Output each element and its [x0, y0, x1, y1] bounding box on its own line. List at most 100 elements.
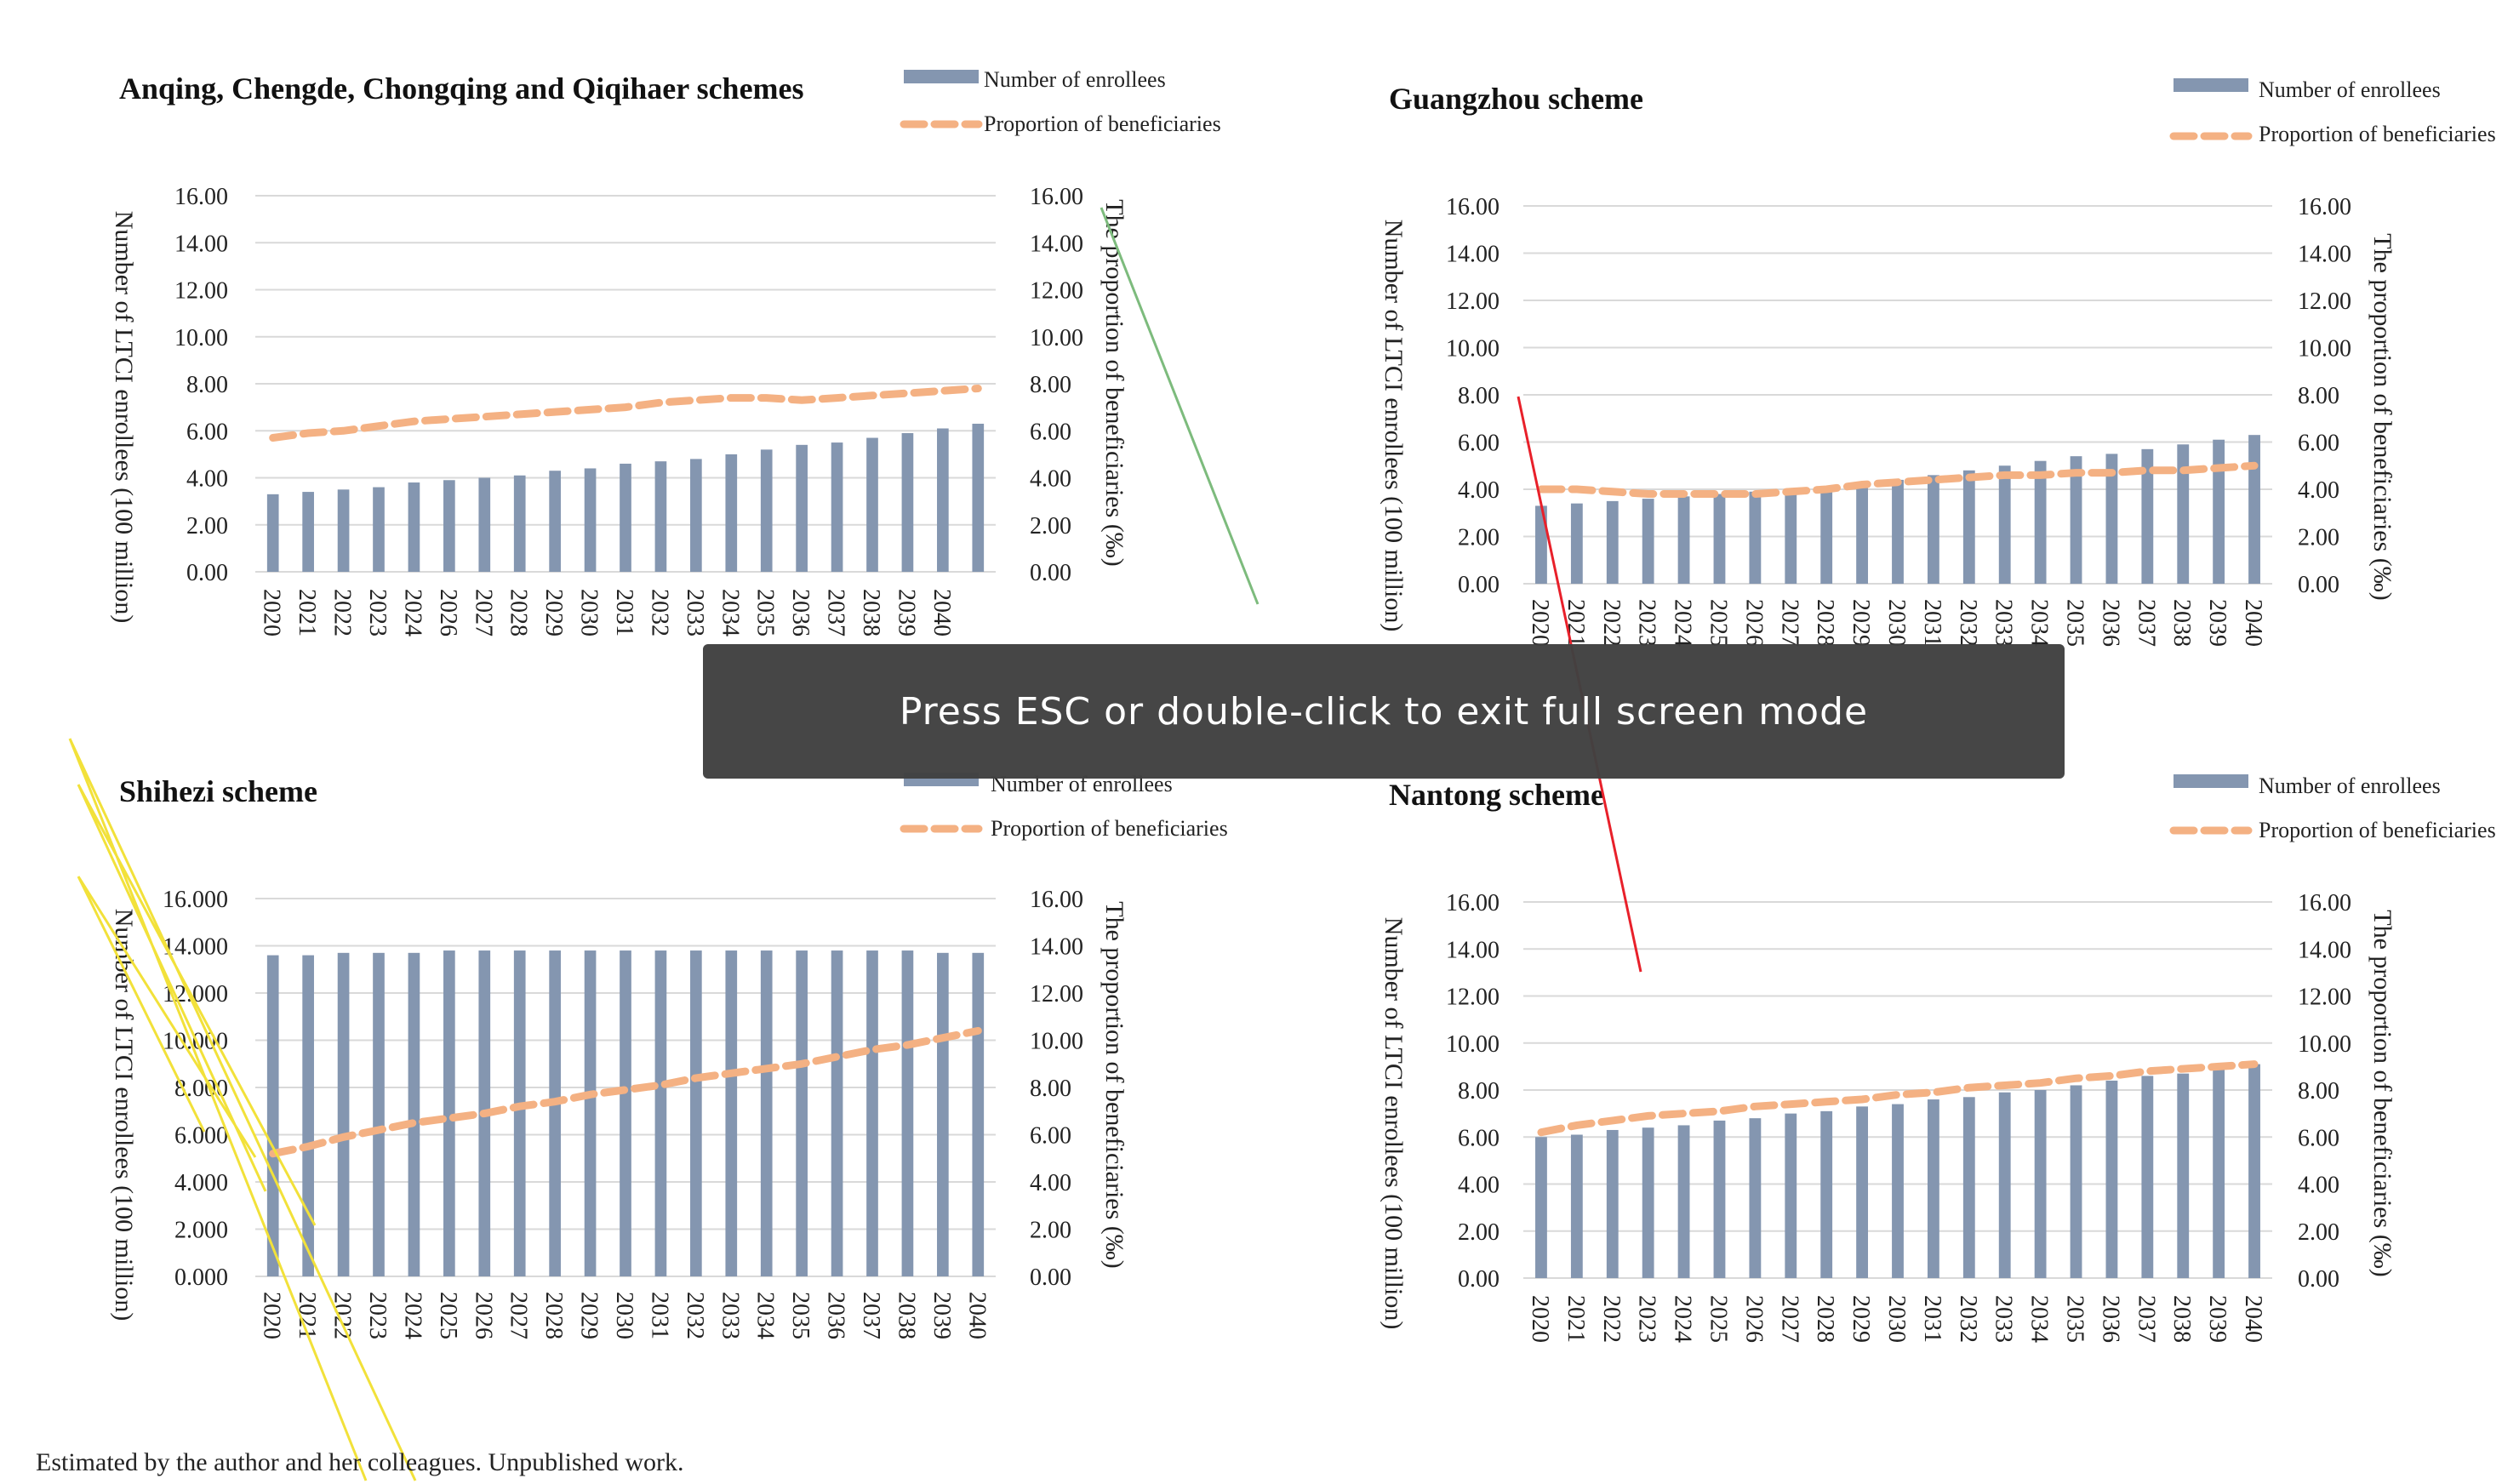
y-tick-label: 10.00 — [174, 325, 228, 351]
y-tick-label: 10.00 — [1446, 1031, 1499, 1058]
x-tick-label: 2037 — [858, 1292, 884, 1339]
enrollees-bar — [2141, 1076, 2154, 1278]
y-tick-label: 14.00 — [174, 231, 228, 257]
beneficiaries-line — [1537, 461, 2259, 498]
x-tick-label: 2033 — [1991, 1295, 2017, 1343]
y2-tick-label: 6.00 — [1030, 419, 1071, 445]
enrollees-bar — [2248, 1064, 2260, 1278]
x-tick-label: 2040 — [2240, 599, 2266, 647]
enrollees-bar — [2105, 1080, 2118, 1278]
enrollees-bar — [337, 489, 350, 572]
y2-tick-label: 8.00 — [2298, 383, 2339, 409]
y2-tick-label: 4.00 — [2298, 1173, 2339, 1199]
enrollees-bar — [478, 477, 491, 572]
enrollees-bar — [1642, 499, 1654, 584]
legend-bar-label: Number of enrollees — [2259, 77, 2441, 102]
y2-tick-label: 8.00 — [1030, 1076, 1071, 1102]
enrollees-bar — [584, 468, 597, 572]
enrollees-bar — [408, 482, 420, 572]
y2-tick-label: 0.00 — [2298, 1266, 2339, 1293]
x-tick-label: 2040 — [2240, 1295, 2266, 1343]
x-tick-label: 2020 — [259, 589, 285, 636]
enrollees-bar — [2105, 454, 2118, 584]
enrollees-bar — [1998, 1092, 2011, 1278]
enrollees-bar — [1606, 1129, 1619, 1278]
x-tick-label: 2033 — [717, 1292, 743, 1339]
enrollees-bar — [373, 952, 385, 1276]
enrollees-bar — [2213, 439, 2225, 584]
enrollees-bar — [1820, 1110, 1833, 1278]
y-tick-label: 6.00 — [1458, 1125, 1499, 1151]
enrollees-bar — [1856, 1106, 1869, 1278]
enrollees-bar — [1962, 470, 1975, 584]
y2-tick-label: 4.00 — [2298, 477, 2339, 504]
x-tick-label: 2022 — [1598, 599, 1625, 647]
y2-tick-label: 2.00 — [2298, 525, 2339, 551]
x-tick-label: 2035 — [752, 589, 779, 636]
enrollees-bar — [937, 952, 949, 1276]
y-tick-label: 4.00 — [1458, 477, 1499, 504]
x-tick-label: 2029 — [540, 589, 567, 636]
x-tick-label: 2025 — [1705, 1295, 1731, 1343]
x-tick-label: 2020 — [259, 1292, 285, 1339]
enrollees-bar — [901, 433, 914, 572]
x-tick-label: 2026 — [1740, 1295, 1767, 1343]
y2-tick-label: 6.00 — [2298, 431, 2339, 457]
y2-tick-label: 10.00 — [2298, 336, 2351, 362]
enrollees-bar — [549, 950, 561, 1276]
y-axis-title: Number of LTCI enrollees (100 million) — [110, 909, 138, 1321]
y-tick-label: 6.00 — [1458, 431, 1499, 457]
x-tick-label: 2021 — [294, 589, 320, 636]
x-tick-label: 2038 — [2168, 1295, 2195, 1343]
enrollees-bar — [2213, 1069, 2225, 1278]
y-tick-label: 0.00 — [1458, 572, 1499, 598]
enrollees-bar — [1962, 1097, 1975, 1278]
enrollees-bar — [373, 487, 385, 572]
y-tick-label: 6.00 — [186, 419, 228, 445]
x-tick-label: 2039 — [2204, 599, 2231, 647]
enrollees-bar — [2034, 1090, 2047, 1278]
y-tick-label: 16.00 — [174, 184, 228, 210]
annotation-strokes — [68, 207, 1642, 1481]
enrollees-bar — [1856, 482, 1869, 584]
y2-tick-label: 0.00 — [2298, 572, 2339, 598]
chart-title: Nantong scheme — [1389, 778, 1604, 812]
y2-tick-label: 16.00 — [1030, 887, 1083, 913]
y2-axis-title: The proportion of beneficiaries (‰) — [1100, 199, 1128, 567]
enrollees-bar — [1927, 475, 1939, 584]
y2-tick-label: 4.00 — [1030, 466, 1071, 493]
x-tick-label: 2031 — [611, 589, 637, 636]
y-tick-label: 2.000 — [174, 1218, 228, 1244]
enrollees-bar — [690, 459, 702, 572]
enrollees-bar — [620, 950, 631, 1276]
x-tick-label: 2038 — [858, 589, 884, 636]
x-tick-label: 2029 — [1848, 1295, 1874, 1343]
x-tick-label: 2027 — [506, 1292, 532, 1339]
legend-line-label: Proportion of beneficiaries — [991, 816, 1228, 841]
y-tick-label: 0.00 — [186, 560, 228, 586]
legend-line-label: Proportion of beneficiaries — [984, 111, 1221, 136]
x-tick-label: 2026 — [470, 1292, 496, 1339]
x-tick-label: 2033 — [1991, 599, 2017, 647]
panel-guangzhou: Guangzhou scheme Number of enrollees Pro… — [1380, 77, 2496, 647]
y2-tick-label: 8.00 — [2298, 1078, 2339, 1104]
legend-line-label: Proportion of beneficiaries — [2259, 122, 2496, 146]
x-tick-label: 2037 — [2133, 1295, 2159, 1343]
panel-nantong: Nantong scheme Number of enrollees Propo… — [1380, 773, 2496, 1343]
x-tick-label: 2035 — [787, 1292, 814, 1339]
x-tick-label: 2032 — [1955, 599, 1981, 647]
x-tick-label: 2032 — [682, 1292, 708, 1339]
x-tick-label: 2037 — [823, 589, 849, 636]
y2-tick-label: 6.00 — [2298, 1125, 2339, 1151]
enrollees-bar — [266, 955, 279, 1276]
legend-bar-label: Number of enrollees — [2259, 773, 2441, 798]
y-axis-title: Number of LTCI enrollees (100 million) — [110, 211, 138, 624]
enrollees-bar — [2177, 444, 2190, 584]
enrollees-bar — [1642, 1127, 1654, 1278]
y-tick-label: 2.00 — [1458, 1219, 1499, 1246]
y2-tick-label: 16.00 — [1030, 184, 1083, 210]
x-tick-label: 2035 — [2062, 1295, 2088, 1343]
y-tick-label: 16.00 — [1446, 890, 1499, 916]
enrollees-bar — [796, 444, 808, 572]
